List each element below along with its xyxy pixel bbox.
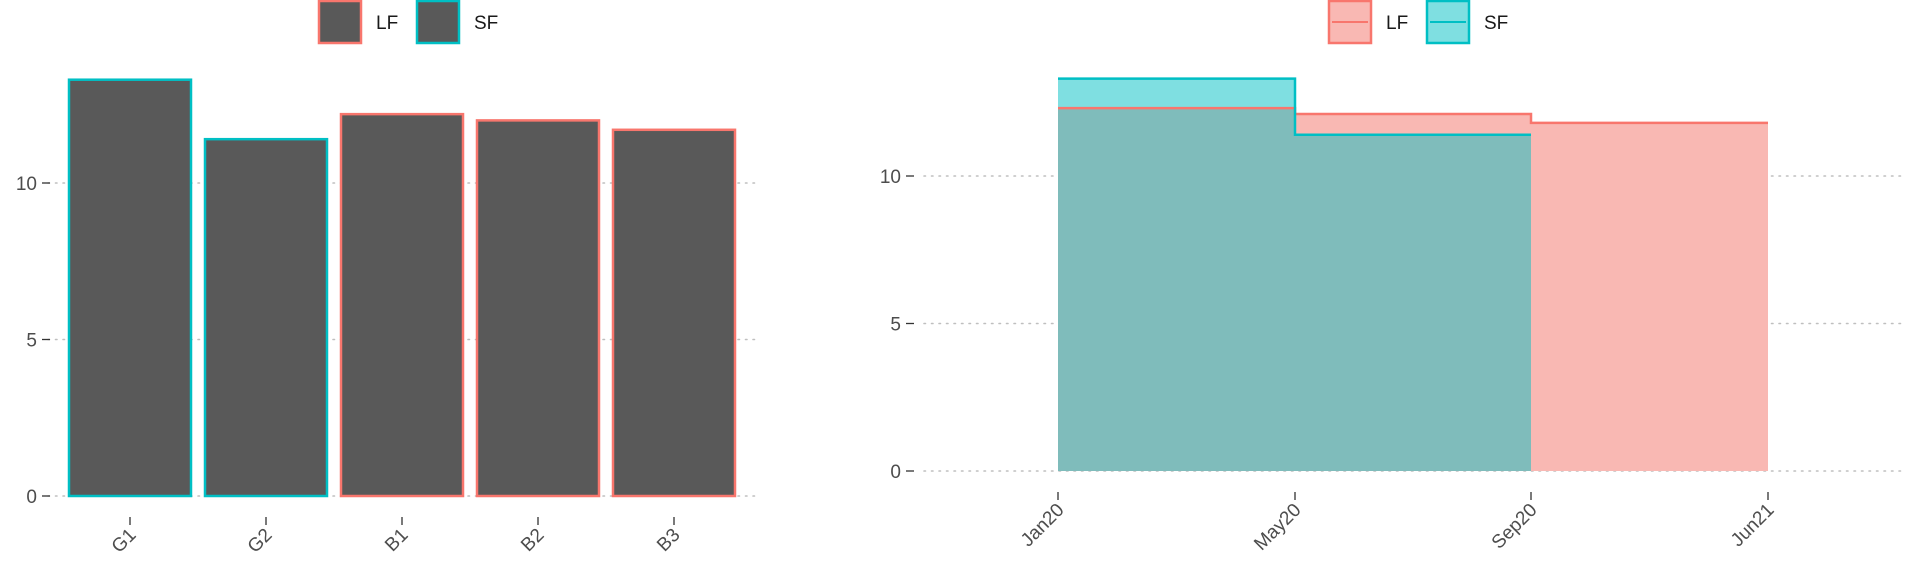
y-tick-label: 5 <box>890 315 901 336</box>
x-tick-label: B3 <box>653 525 684 556</box>
bar <box>475 119 601 498</box>
line-sf <box>1058 77 1531 136</box>
y-tick-label: 10 <box>16 174 37 195</box>
legend-label-lf: LF <box>376 13 398 34</box>
legend-label-sf: SF <box>474 13 498 34</box>
legend-key-sf <box>415 0 461 45</box>
x-tick-label: Jun21 <box>1727 500 1778 551</box>
line-lf <box>1058 106 1768 125</box>
x-tick-label: Jan20 <box>1017 500 1068 551</box>
x-tick-label: May20 <box>1250 500 1305 555</box>
right-step-area-chart: 0 5 10 Jan20 May20 Sep20 Jun21 LF SF <box>880 0 1906 555</box>
x-tick-label: B2 <box>517 525 548 556</box>
legend-label-lf: LF <box>1386 13 1408 34</box>
bar <box>611 128 737 498</box>
x-tick-label: G2 <box>244 525 277 558</box>
bar <box>67 78 193 498</box>
x-tick-label: B1 <box>381 525 412 556</box>
legend-label-sf: SF <box>1484 13 1508 34</box>
bar <box>339 112 465 498</box>
left-bar-chart: 0 5 10 G1 G2 B1 B2 B3 LF SF <box>16 0 759 558</box>
y-tick-label: 0 <box>26 487 37 508</box>
area-overlap <box>1058 108 1531 472</box>
x-tick-label: G1 <box>108 525 141 558</box>
x-tick-label: Sep20 <box>1488 500 1542 554</box>
bar <box>203 137 329 498</box>
y-tick-label: 10 <box>880 167 901 188</box>
legend-key-lf <box>317 0 363 45</box>
y-tick-label: 0 <box>890 462 901 483</box>
y-tick-label: 5 <box>26 331 37 352</box>
